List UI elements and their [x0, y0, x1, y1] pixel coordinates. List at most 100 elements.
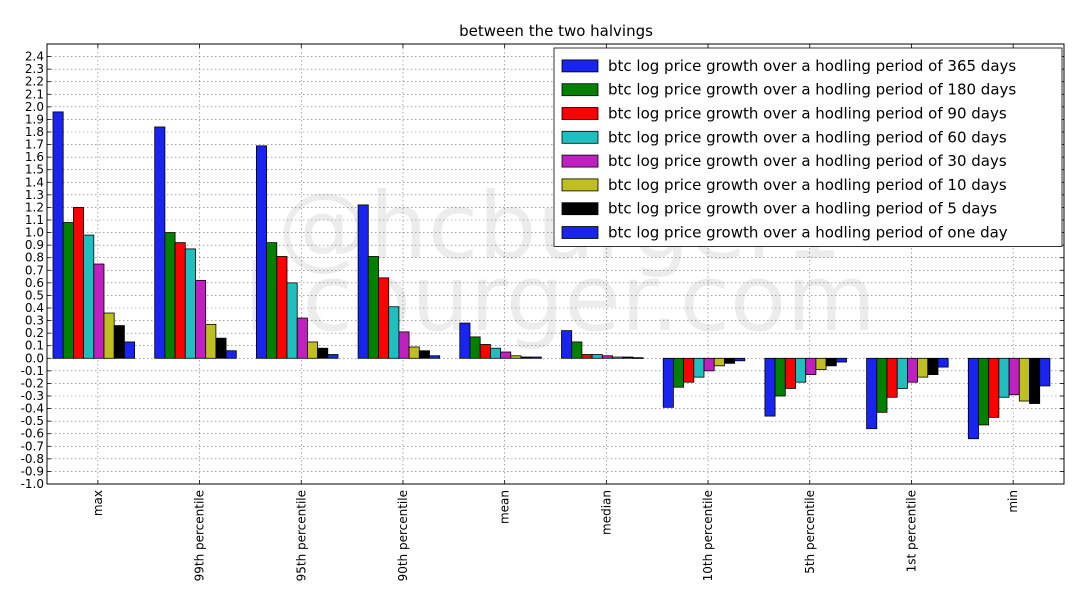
bar-mean-series-3: [489, 347, 501, 359]
y-tick-label: -0.5: [21, 414, 44, 428]
y-tick-label: -0.1: [21, 364, 44, 378]
y-tick-label: 0.5: [25, 288, 44, 302]
y-tick-label: -0.3: [21, 389, 44, 403]
legend-label: btc log price growth over a hodling peri…: [608, 176, 1007, 194]
bar-90th-percentile-series-2: [378, 277, 390, 359]
bar-10th-percentile-series-3: [693, 357, 705, 378]
bar-mean-series-4: [500, 351, 512, 359]
legend-label: btc log price growth over a hodling peri…: [608, 200, 997, 218]
bar-99th-percentile-series-0: [154, 126, 166, 359]
bar-95th-percentile-series-3: [286, 282, 298, 359]
bar-10th-percentile-series-6: [724, 357, 736, 364]
bar-95th-percentile-series-6: [317, 347, 329, 359]
x-tick-label: min: [1006, 490, 1020, 513]
y-tick-label: 2.3: [25, 62, 44, 76]
bar-10th-percentile-series-4: [703, 357, 715, 372]
bar-min-series-7: [1039, 357, 1051, 387]
y-tick-label: 2.1: [25, 87, 44, 101]
bar-90th-percentile-series-1: [367, 256, 379, 359]
bar-median-series-7: [632, 357, 644, 359]
y-tick-label: 2.0: [25, 100, 44, 114]
y-tick-label: -0.4: [21, 402, 44, 416]
legend-swatch: [561, 202, 599, 216]
legend-label: btc log price growth over a hodling peri…: [608, 81, 1016, 99]
bar-1st-percentile-series-3: [896, 357, 908, 389]
bar-5th-percentile-series-3: [795, 357, 807, 383]
bar-median-series-3: [591, 354, 603, 359]
y-tick-label: 0.6: [25, 276, 44, 290]
y-tick-label: -0.8: [21, 452, 44, 466]
bar-90th-percentile-series-4: [398, 331, 410, 359]
bar-95th-percentile-series-5: [306, 341, 318, 359]
legend-label: btc log price growth over a hodling peri…: [608, 57, 1016, 75]
y-tick-label: -0.6: [21, 427, 44, 441]
legend-label: btc log price growth over a hodling peri…: [608, 224, 1008, 242]
y-axis-ticks: -1.0-0.9-0.8-0.7-0.6-0.5-0.4-0.3-0.2-0.1…: [21, 50, 1064, 491]
bar-median-series-6: [622, 356, 634, 359]
legend-swatch: [561, 154, 599, 168]
y-tick-label: 0.9: [25, 238, 44, 252]
legend-swatch: [561, 226, 599, 239]
bar-min-series-2: [988, 357, 1000, 418]
bar-95th-percentile-series-0: [255, 145, 267, 359]
bar-99th-percentile-series-5: [205, 323, 217, 359]
bar-max-series-7: [124, 341, 136, 359]
bar-95th-percentile-series-2: [276, 256, 288, 359]
x-tick-label: median: [599, 490, 613, 535]
bar-1st-percentile-series-0: [866, 357, 878, 430]
bar-90th-percentile-series-6: [418, 350, 430, 359]
x-axis-ticks: max 99th percentile 95th percentile 90th pe…: [91, 44, 1020, 581]
y-tick-label: 1.1: [25, 213, 44, 227]
legend-swatch: [561, 59, 599, 73]
bar-10th-percentile-series-5: [713, 357, 725, 367]
bar-median-series-2: [581, 354, 593, 359]
y-tick-label: 1.2: [25, 200, 44, 214]
legend-swatch: [561, 178, 599, 192]
bar-5th-percentile-series-4: [805, 357, 817, 376]
y-tick-label: 1.4: [25, 175, 44, 189]
bar-max-series-1: [62, 222, 74, 359]
bar-95th-percentile-series-4: [296, 317, 308, 359]
watermark-site: hcburger.com: [244, 245, 876, 352]
bar-5th-percentile-series-6: [825, 357, 837, 367]
bar-10th-percentile-series-2: [683, 357, 695, 383]
y-tick-label: 1.0: [25, 226, 44, 240]
bar-99th-percentile-series-1: [164, 232, 176, 359]
bar-median-series-0: [561, 330, 573, 359]
legend-label: btc log price growth over a hodling peri…: [608, 128, 1007, 146]
y-tick-label: 1.7: [25, 138, 44, 152]
y-tick-label: 1.6: [25, 150, 44, 164]
bar-max-series-4: [93, 263, 105, 359]
bar-99th-percentile-series-7: [225, 350, 237, 359]
bar-1st-percentile-series-7: [937, 357, 949, 368]
legend-swatch: [561, 107, 599, 120]
bar-10th-percentile-series-1: [673, 357, 685, 388]
bar-median-series-5: [612, 356, 624, 359]
legend-box: [553, 47, 1063, 247]
y-tick-label: 2.4: [25, 50, 44, 64]
bar-min-series-3: [998, 357, 1010, 398]
legend: btc log price growth over a hodling peri…: [553, 47, 1063, 247]
bar-max-series-3: [83, 234, 95, 359]
bar-95th-percentile-series-1: [266, 242, 278, 359]
bar-max-series-6: [113, 325, 125, 359]
bar-mean-series-2: [479, 344, 491, 359]
x-tick-label: 90th percentile: [396, 490, 410, 581]
bar-mean-series-0: [459, 322, 471, 359]
bar-99th-percentile-series-3: [184, 248, 196, 359]
y-tick-label: -0.2: [21, 376, 44, 390]
bar-max-series-2: [73, 207, 85, 359]
bar-min-series-4: [1008, 357, 1020, 396]
bar-1st-percentile-series-4: [907, 357, 919, 383]
bar-median-series-1: [571, 341, 583, 359]
bar-90th-percentile-series-7: [429, 355, 441, 359]
bar-max-series-5: [103, 312, 115, 359]
bar-5th-percentile-series-5: [815, 357, 827, 370]
x-tick-label: max: [91, 490, 105, 516]
y-tick-label: -0.7: [21, 439, 44, 453]
legend-label: btc log price growth over a hodling peri…: [608, 152, 1007, 170]
x-tick-label: 1st percentile: [904, 490, 918, 572]
y-tick-label: -1.0: [21, 477, 44, 491]
